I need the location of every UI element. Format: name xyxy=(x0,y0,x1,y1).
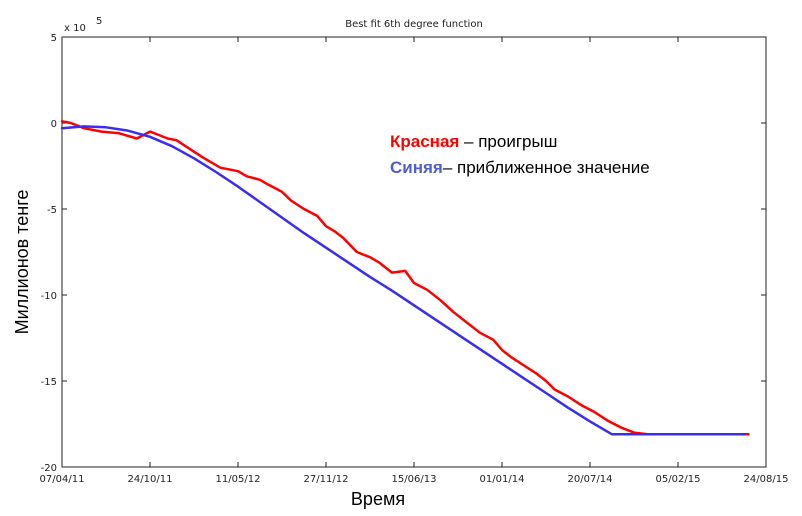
legend-red-name: Красная xyxy=(390,132,459,151)
y-tick-label: -15 xyxy=(41,377,57,388)
x-axis-title: Время xyxy=(351,489,405,509)
x-tick-label: 05/02/15 xyxy=(656,474,701,485)
y-tick-label: -10 xyxy=(41,291,57,302)
y-exponent-power: 5 xyxy=(96,16,102,27)
y-axis-title: Миллионов тенге xyxy=(12,190,32,335)
x-tick-label: 15/06/13 xyxy=(392,474,437,485)
x-tick-label: 24/08/15 xyxy=(744,474,789,485)
series-line-blue xyxy=(60,125,746,436)
y-exponent-label: x 10 xyxy=(64,23,86,34)
series-line-red xyxy=(60,120,750,436)
y-axis: 5 0 -5 -10 -15 -20 xyxy=(41,33,766,474)
y-tick-label: 5 xyxy=(51,33,57,44)
legend: Красная – проигрыш Синяя– приближенное з… xyxy=(390,132,650,177)
legend-blue-suffix: – приближенное значение xyxy=(443,158,650,177)
legend-blue-name: Синяя xyxy=(390,158,443,177)
x-axis: 07/04/11 24/10/11 11/05/12 27/11/12 15/06/13… xyxy=(40,37,789,485)
x-tick-label: 24/10/11 xyxy=(128,474,173,485)
x-tick-label: 11/05/12 xyxy=(216,474,261,485)
y-tick-label: -5 xyxy=(47,205,57,216)
y-tick-label: -20 xyxy=(41,463,57,474)
series-layer xyxy=(60,120,750,436)
x-tick-label: 27/11/12 xyxy=(304,474,349,485)
legend-red-suffix: – проигрыш xyxy=(459,132,557,151)
legend-entry-blue: Синяя– приближенное значение xyxy=(390,158,650,177)
x-tick-label: 01/01/14 xyxy=(480,474,525,485)
plot-area xyxy=(61,36,767,468)
x-tick-label: 20/07/14 xyxy=(568,474,613,485)
chart-title: Best fit 6th degree function xyxy=(345,19,483,30)
x-tick-label: 07/04/11 xyxy=(40,474,85,485)
y-tick-label: 0 xyxy=(51,119,57,130)
legend-entry-red: Красная – проигрыш xyxy=(390,132,557,151)
